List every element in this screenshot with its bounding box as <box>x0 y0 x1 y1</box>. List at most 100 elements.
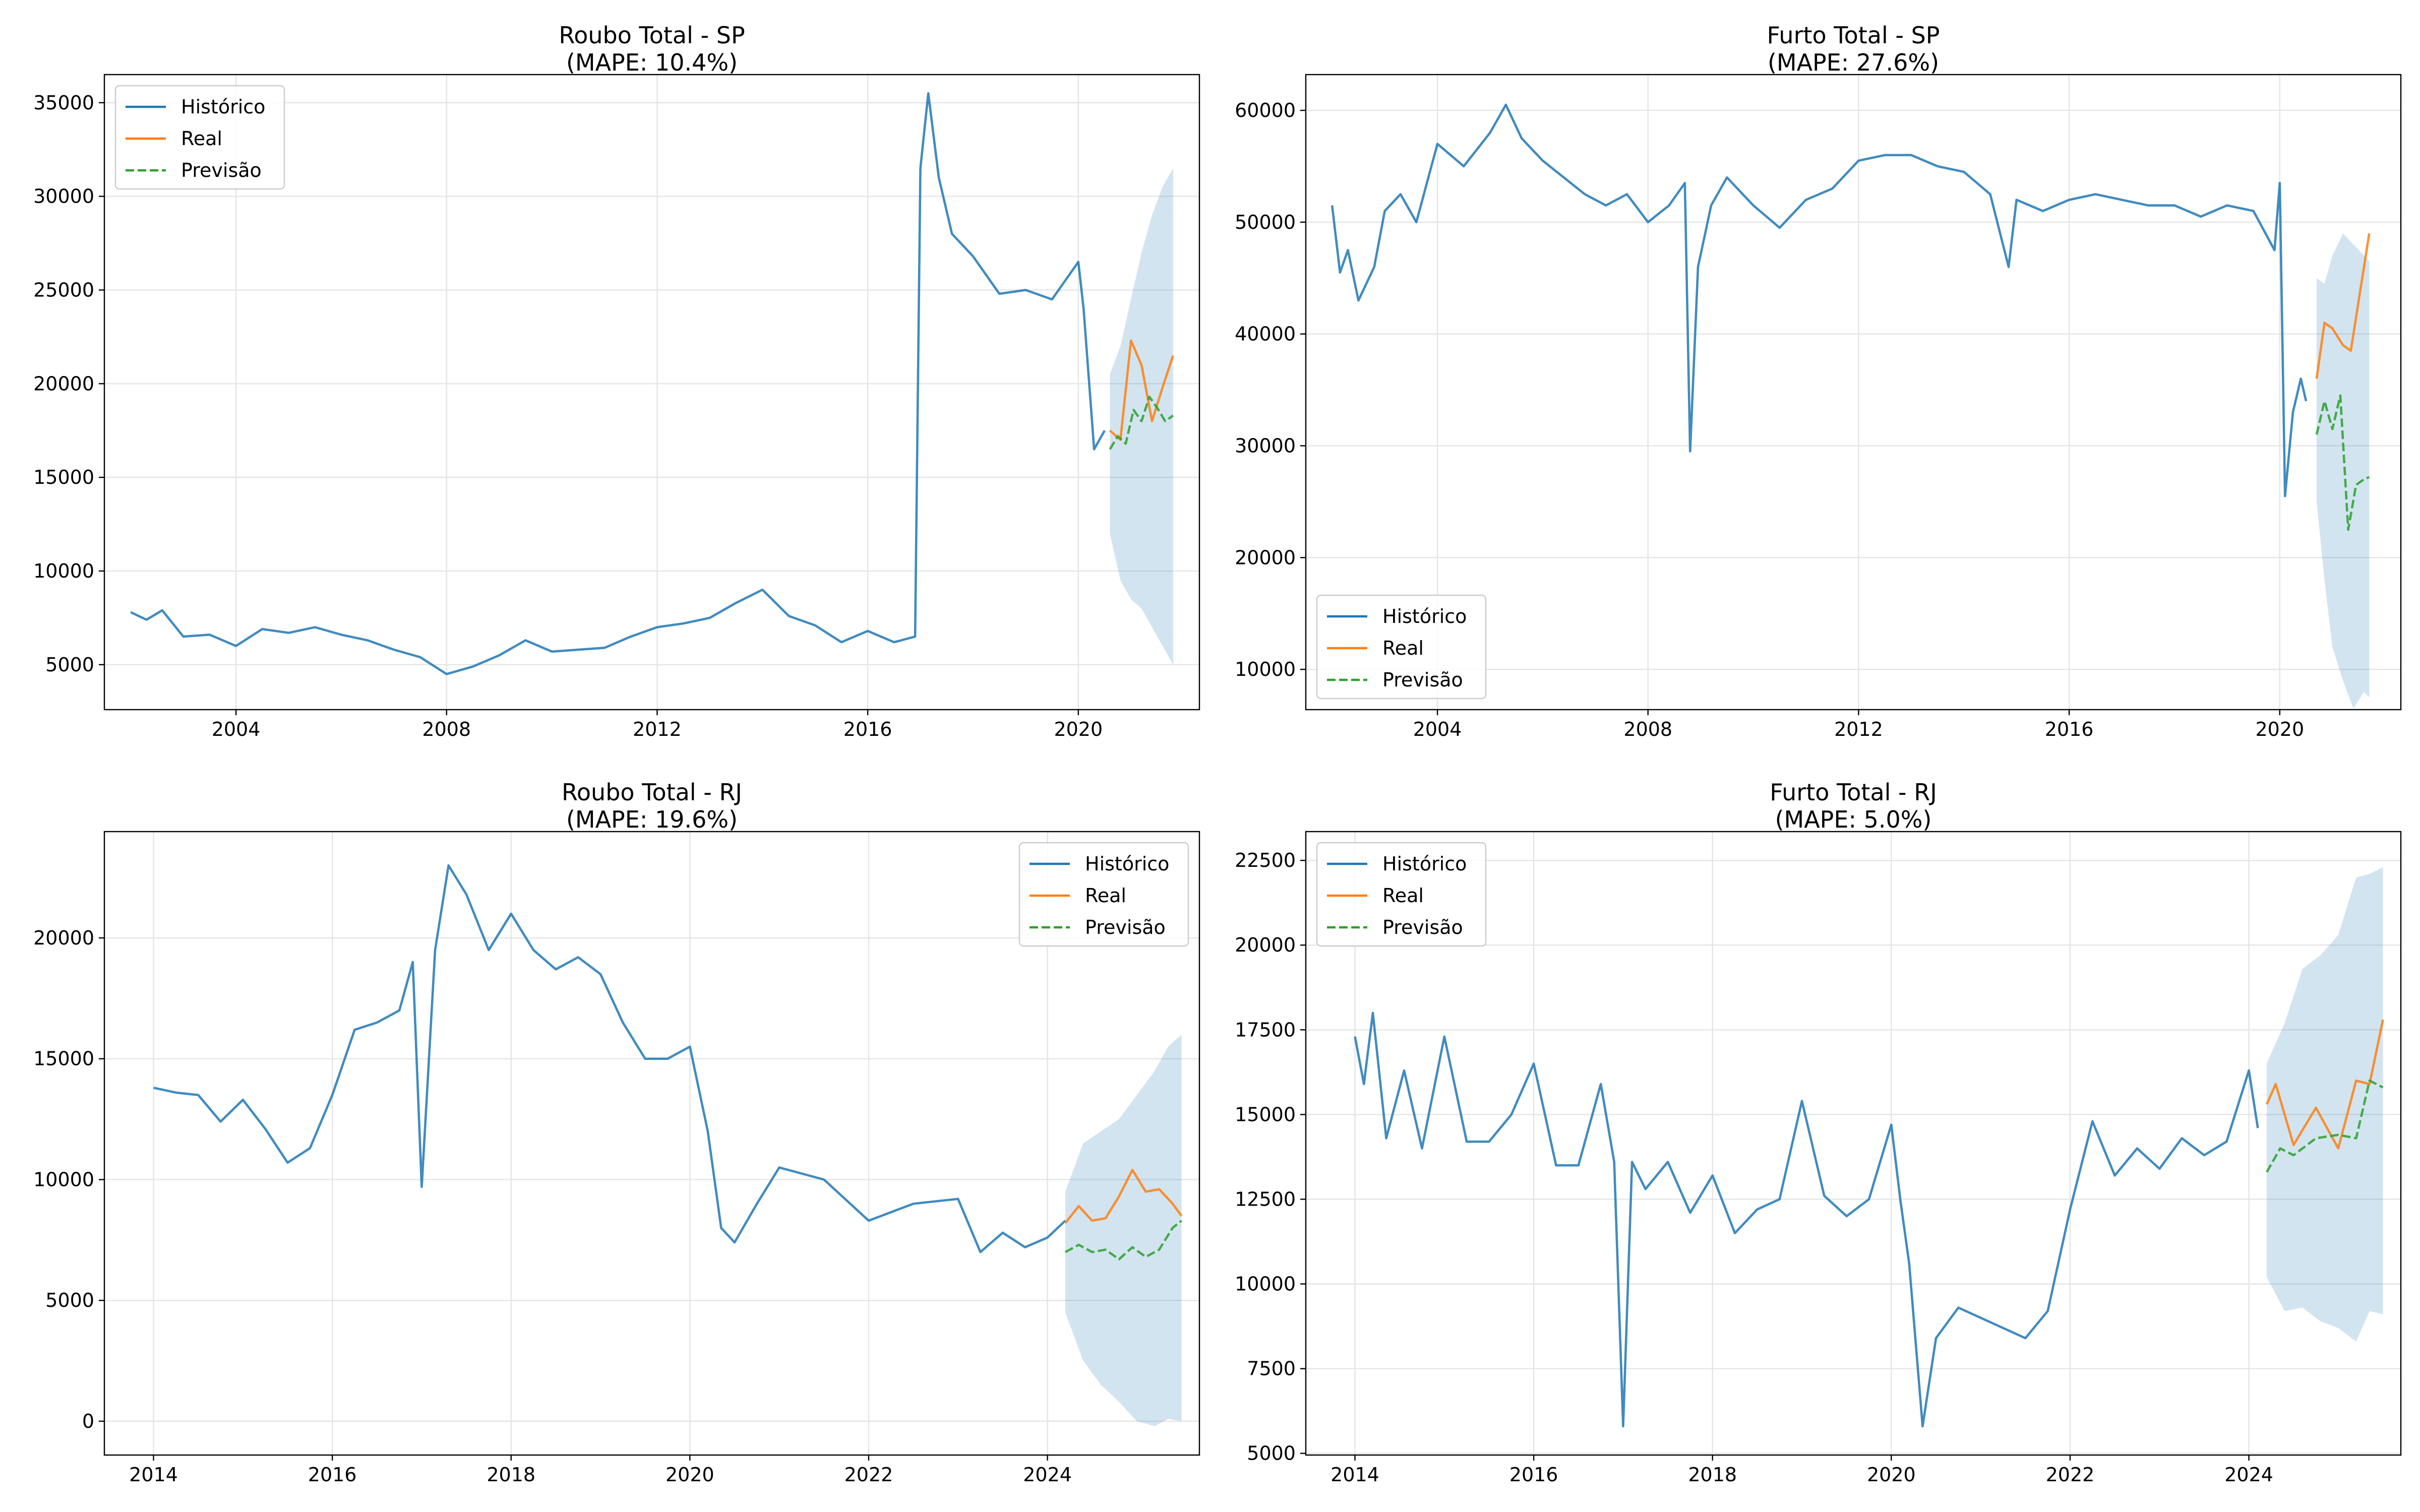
axes-frame <box>1305 831 2402 1456</box>
axes-frame <box>1305 74 2402 711</box>
legend: Histórico Real Previsão <box>114 85 285 190</box>
legend-label: Real <box>1382 637 1424 659</box>
y-tick-label: 10000 <box>1235 658 1296 680</box>
legend-label: Previsão <box>1382 916 1463 938</box>
plot-area <box>1354 867 2384 1428</box>
chart-panel-2: 2004 2008 2012 2016 2020 10000 20000 30000 40000… <box>1235 22 2402 740</box>
legend-box <box>1316 842 1487 947</box>
x-tick-label: 2016 <box>843 718 892 740</box>
legend-label: Real <box>1085 885 1126 907</box>
plot-area <box>1330 103 2371 709</box>
legend: Histórico Real Previsão <box>1316 842 1487 947</box>
chart-subtitle: (MAPE: 10.4%) <box>566 49 738 76</box>
chart-subtitle: (MAPE: 5.0%) <box>1775 806 1932 833</box>
series-line-real <box>1064 1168 1183 1224</box>
series-line-real <box>2265 1019 2384 1150</box>
series-line-previsao <box>1109 395 1174 450</box>
y-tick-label: 30000 <box>1235 434 1296 457</box>
series-line-previsao <box>2266 1079 2384 1173</box>
x-tick-label: 2008 <box>422 718 471 740</box>
y-tick-label: 22500 <box>1235 849 1296 871</box>
chart-panel-1: 2004 2008 2012 2016 2020 5000 10000 15000 20000 2… <box>33 22 1200 740</box>
x-tick-label: 2020 <box>1054 718 1103 740</box>
y-tick-label: 17500 <box>1235 1019 1296 1041</box>
x-tick-label: 2024 <box>2224 1464 2273 1486</box>
chart-title: Furto Total - RJ <box>1770 779 1937 806</box>
y-tick-label: 20000 <box>33 927 94 949</box>
legend-label: Histórico <box>1382 853 1467 875</box>
x-tick-label: 2022 <box>844 1464 893 1486</box>
legend-label: Real <box>181 128 222 150</box>
confidence-band <box>1065 1034 1182 1426</box>
legend-label: Previsão <box>1085 916 1166 938</box>
series-line-historico <box>130 92 1106 675</box>
y-tick-label: 20000 <box>33 372 94 395</box>
axes-frame <box>103 74 1200 711</box>
legend-label: Previsão <box>181 159 262 181</box>
y-tick-label: 12500 <box>1235 1188 1296 1210</box>
legend-label: Histórico <box>1085 853 1169 875</box>
axes-frame <box>103 831 1200 1456</box>
y-tick-label: 5000 <box>45 1289 94 1311</box>
x-tick-label: 2020 <box>2255 718 2304 740</box>
series-line-real <box>2315 233 2371 379</box>
confidence-band <box>2267 867 2383 1342</box>
chart-subtitle: (MAPE: 19.6%) <box>566 806 738 833</box>
x-tick-label: 2020 <box>1867 1464 1916 1486</box>
chart-title: Roubo Total - SP <box>559 22 745 49</box>
y-tick-label: 15000 <box>33 1048 94 1070</box>
y-tick-label: 20000 <box>1235 546 1296 569</box>
x-tick-label: 2020 <box>666 1464 714 1486</box>
plot-area <box>130 92 1174 675</box>
x-tick-label: 2012 <box>633 718 682 740</box>
y-tick-label: 20000 <box>1235 934 1296 956</box>
y-tick-label: 7500 <box>1247 1358 1296 1380</box>
x-tick-label: 2018 <box>1688 1464 1737 1486</box>
legend-label: Previsão <box>1382 669 1463 691</box>
plot-area <box>153 864 1183 1426</box>
x-tick-label: 2014 <box>129 1464 178 1486</box>
legend-label: Histórico <box>1382 605 1467 627</box>
series-line-historico <box>1354 1012 2259 1428</box>
legend-box <box>114 85 285 190</box>
series-line-historico <box>153 864 1066 1253</box>
x-tick-label: 2004 <box>1413 718 1462 740</box>
legend-label: Real <box>1382 885 1424 907</box>
x-tick-label: 2016 <box>1509 1464 1558 1486</box>
y-tick-label: 15000 <box>1235 1103 1296 1125</box>
y-tick-label: 10000 <box>33 560 94 582</box>
y-tick-label: 10000 <box>33 1168 94 1190</box>
y-tick-label: 5000 <box>45 654 94 676</box>
x-tick-label: 2016 <box>308 1464 357 1486</box>
confidence-band <box>2316 233 2370 709</box>
y-tick-label: 10000 <box>1235 1273 1296 1295</box>
legend-box <box>1316 594 1487 700</box>
y-tick-label: 40000 <box>1235 323 1296 345</box>
chart-subtitle: (MAPE: 27.6%) <box>1768 49 1939 76</box>
x-tick-label: 2022 <box>2046 1464 2095 1486</box>
x-tick-label: 2012 <box>1834 718 1883 740</box>
chart-panel-4: 2014 2016 2018 2020 2022 2024 5000 7500 10000 125… <box>1235 779 2402 1486</box>
y-tick-label: 25000 <box>33 279 94 301</box>
legend: Histórico Real Previsão <box>1018 842 1189 947</box>
y-tick-label: 0 <box>82 1410 94 1432</box>
y-tick-label: 35000 <box>33 92 94 114</box>
y-tick-label: 5000 <box>1247 1442 1296 1465</box>
x-tick-label: 2014 <box>1330 1464 1379 1486</box>
x-tick-label: 2004 <box>212 718 261 740</box>
x-tick-label: 2008 <box>1623 718 1672 740</box>
chart-title: Furto Total - SP <box>1767 22 1940 49</box>
x-tick-label: 2018 <box>487 1464 535 1486</box>
chart-panel-3: 2014 2016 2018 2020 2022 2024 0 5000 10000 15000 2… <box>33 779 1200 1486</box>
confidence-band <box>1110 168 1173 665</box>
series-line-previsao <box>2315 394 2370 531</box>
series-line-historico <box>1330 103 2308 497</box>
series-line-previsao <box>1064 1220 1182 1261</box>
x-tick-label: 2016 <box>2045 718 2094 740</box>
legend-label: Histórico <box>181 96 265 118</box>
y-tick-label: 15000 <box>33 466 94 488</box>
y-tick-label: 50000 <box>1235 211 1296 233</box>
x-tick-label: 2024 <box>1023 1464 1072 1486</box>
y-tick-label: 30000 <box>33 185 94 208</box>
